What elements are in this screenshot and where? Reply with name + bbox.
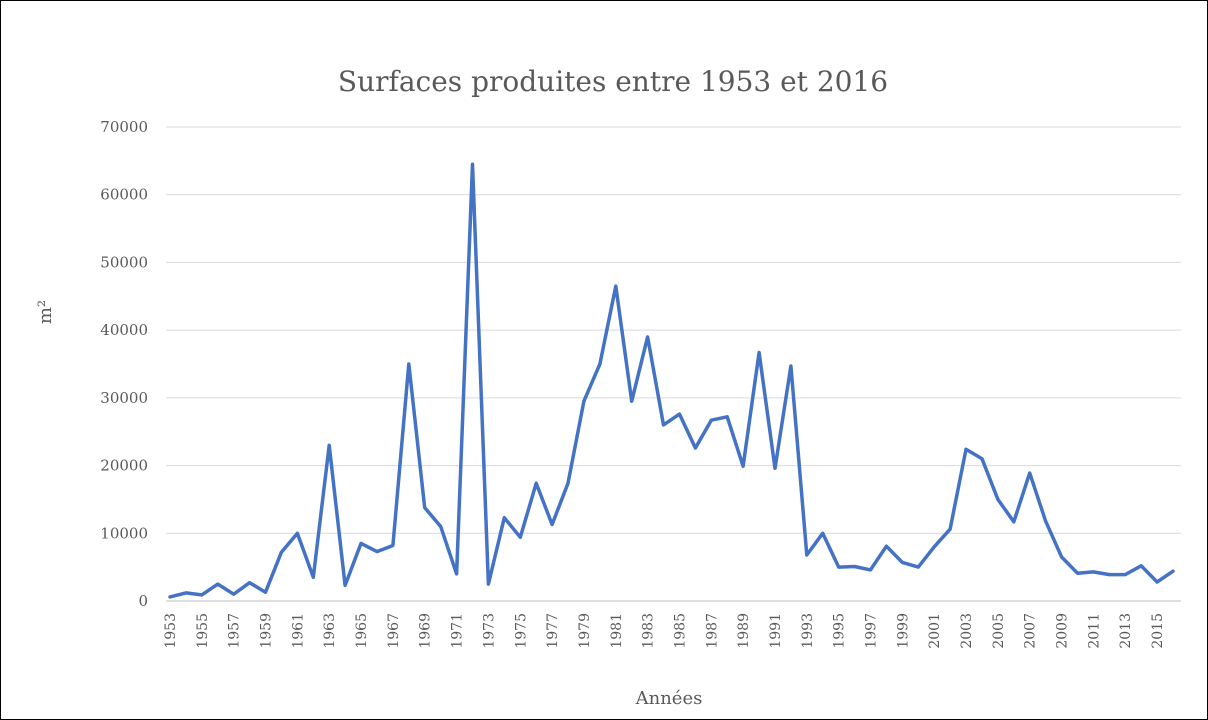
x-tick-label: 1963 bbox=[322, 613, 338, 649]
x-tick-label: 1979 bbox=[577, 613, 593, 649]
x-axis-ticks: 1953 1955 1957 1959 1961 1963 1965 1967 1969 1971… bbox=[163, 613, 1166, 649]
x-tick-label: 2015 bbox=[1150, 613, 1166, 649]
x-tick-label: 1953 bbox=[163, 613, 179, 649]
x-tick-label: 2003 bbox=[959, 613, 975, 649]
x-tick-label: 2013 bbox=[1118, 613, 1134, 649]
x-tick-label: 2007 bbox=[1023, 613, 1039, 649]
x-tick-label: 1987 bbox=[704, 613, 720, 649]
x-tick-label: 2011 bbox=[1086, 613, 1102, 649]
x-tick-label: 1985 bbox=[672, 613, 688, 649]
x-tick-label: 1961 bbox=[290, 613, 306, 649]
series-layer bbox=[168, 162, 1175, 599]
x-tick-label: 1993 bbox=[800, 613, 816, 649]
x-tick-label: 1955 bbox=[195, 613, 211, 649]
x-axis-label: Années bbox=[635, 688, 703, 709]
x-tick-label: 1965 bbox=[354, 613, 370, 649]
x-tick-label: 1989 bbox=[736, 613, 752, 649]
y-tick-label: 50000 bbox=[100, 253, 148, 271]
x-tick-label: 1957 bbox=[227, 613, 243, 649]
x-tick-label: 1971 bbox=[450, 613, 466, 649]
x-tick-label: 2001 bbox=[927, 613, 943, 649]
y-tick-label: 60000 bbox=[100, 186, 148, 204]
x-tick-label: 1995 bbox=[832, 613, 848, 649]
y-tick-label: 10000 bbox=[100, 524, 148, 542]
y-tick-label: 20000 bbox=[100, 457, 148, 475]
x-tick-label: 1959 bbox=[259, 613, 275, 649]
chart-title: Surfaces produites entre 1953 et 2016 bbox=[338, 65, 888, 98]
x-tick-label: 2009 bbox=[1055, 613, 1071, 649]
y-axis-ticks: 0 10000 20000 30000 40000 50000 60000 70000 bbox=[100, 118, 148, 610]
y-tick-label: 0 bbox=[138, 592, 148, 610]
x-tick-label: 1991 bbox=[768, 613, 784, 649]
x-tick-label: 1997 bbox=[864, 613, 880, 649]
x-tick-label: 1969 bbox=[418, 613, 434, 649]
gridlines bbox=[166, 126, 1181, 602]
y-axis-label: m² bbox=[35, 300, 56, 324]
x-tick-label: 1967 bbox=[386, 613, 402, 649]
x-tick-label: 1999 bbox=[895, 613, 911, 649]
y-tick-label: 70000 bbox=[100, 118, 148, 136]
x-tick-label: 2005 bbox=[991, 613, 1007, 649]
y-tick-label: 30000 bbox=[100, 389, 148, 407]
x-tick-label: 1981 bbox=[609, 613, 625, 649]
x-tick-label: 1975 bbox=[513, 613, 529, 649]
y-tick-label: 40000 bbox=[100, 321, 148, 339]
x-tick-label: 1973 bbox=[481, 613, 497, 649]
series-line bbox=[168, 162, 1175, 599]
x-tick-label: 1977 bbox=[545, 613, 561, 649]
x-tick-label: 1983 bbox=[641, 613, 657, 649]
